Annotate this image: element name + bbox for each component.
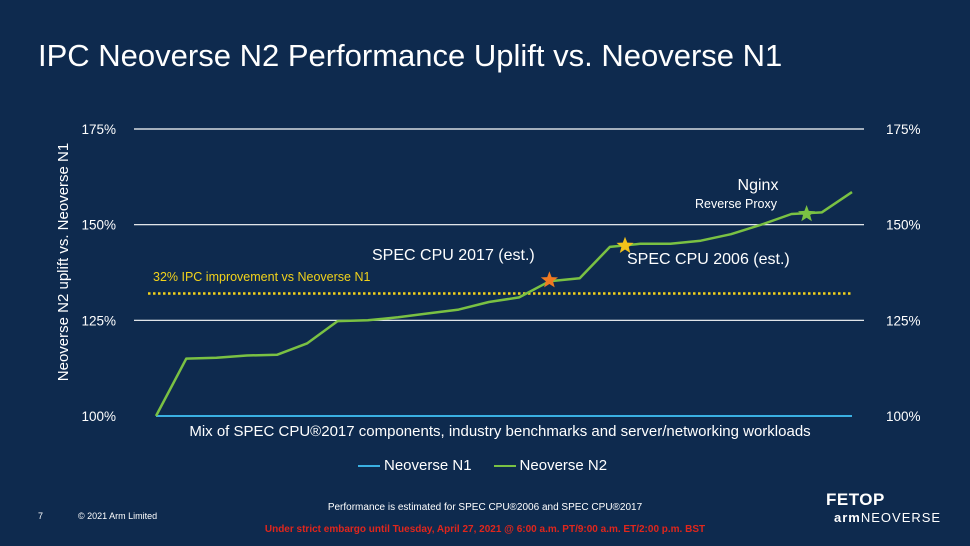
y-tick-label: 150% <box>886 218 921 233</box>
footnote: Performance is estimated for SPEC CPU®20… <box>327 502 643 513</box>
y-tick-label: 125% <box>886 313 921 328</box>
embargo-notice: Under strict embargo until Tuesday, Apri… <box>264 524 706 535</box>
brand-logo: armNEOVERSE <box>834 510 941 525</box>
y-axis-label: Neoverse N2 uplift vs. Neoverse N1 <box>55 143 72 381</box>
legend-label-n2: Neoverse N2 <box>519 457 608 474</box>
legend-item-neoverse-n1: Neoverse N1 <box>358 457 472 474</box>
chart-legend: Neoverse N1 Neoverse N2 <box>358 457 607 474</box>
y-ticks-left: 100% 125% 150% 175% <box>81 122 116 424</box>
chart-grid <box>134 128 864 321</box>
y-tick-label: 175% <box>886 122 921 137</box>
star-spec2006-icon <box>616 236 634 253</box>
series-line-neoverse-n2 <box>154 191 853 417</box>
legend-swatch-n1 <box>358 464 380 467</box>
y-ticks-right: 100% 125% 150% 175% <box>886 122 921 424</box>
star-nginx-icon <box>798 205 816 222</box>
x-axis-label: Mix of SPEC CPU®2017 components, industr… <box>189 423 810 440</box>
copyright: © 2021 Arm Limited <box>78 511 158 521</box>
annotation-spec2006: SPEC CPU 2006 (est.) <box>627 251 790 268</box>
page-number: 7 <box>38 511 44 521</box>
brand-arm: arm <box>834 510 861 525</box>
y-tick-label: 100% <box>81 409 116 424</box>
reference-line-label: 32% IPC improvement vs Neoverse N1 <box>153 270 370 284</box>
brand-neoverse: NEOVERSE <box>860 510 942 525</box>
y-tick-label: 150% <box>81 218 116 233</box>
annotation-markers <box>540 205 816 288</box>
y-tick-label: 100% <box>886 409 921 424</box>
annotation-nginx-sublabel: Reverse Proxy <box>695 197 778 211</box>
page-title: IPC Neoverse N2 Performance Uplift vs. N… <box>38 38 783 73</box>
legend-swatch-n2 <box>493 464 516 467</box>
y-tick-label: 125% <box>81 313 116 328</box>
annotation-nginx: Nginx <box>738 177 779 194</box>
watermark: FETOP <box>826 490 885 509</box>
y-tick-label: 175% <box>81 122 116 137</box>
legend-label-n1: Neoverse N1 <box>384 457 472 474</box>
annotation-spec2017: SPEC CPU 2017 (est.) <box>372 247 535 264</box>
star-spec2017-icon <box>540 271 558 288</box>
legend-item-neoverse-n2: Neoverse N2 <box>493 457 608 474</box>
